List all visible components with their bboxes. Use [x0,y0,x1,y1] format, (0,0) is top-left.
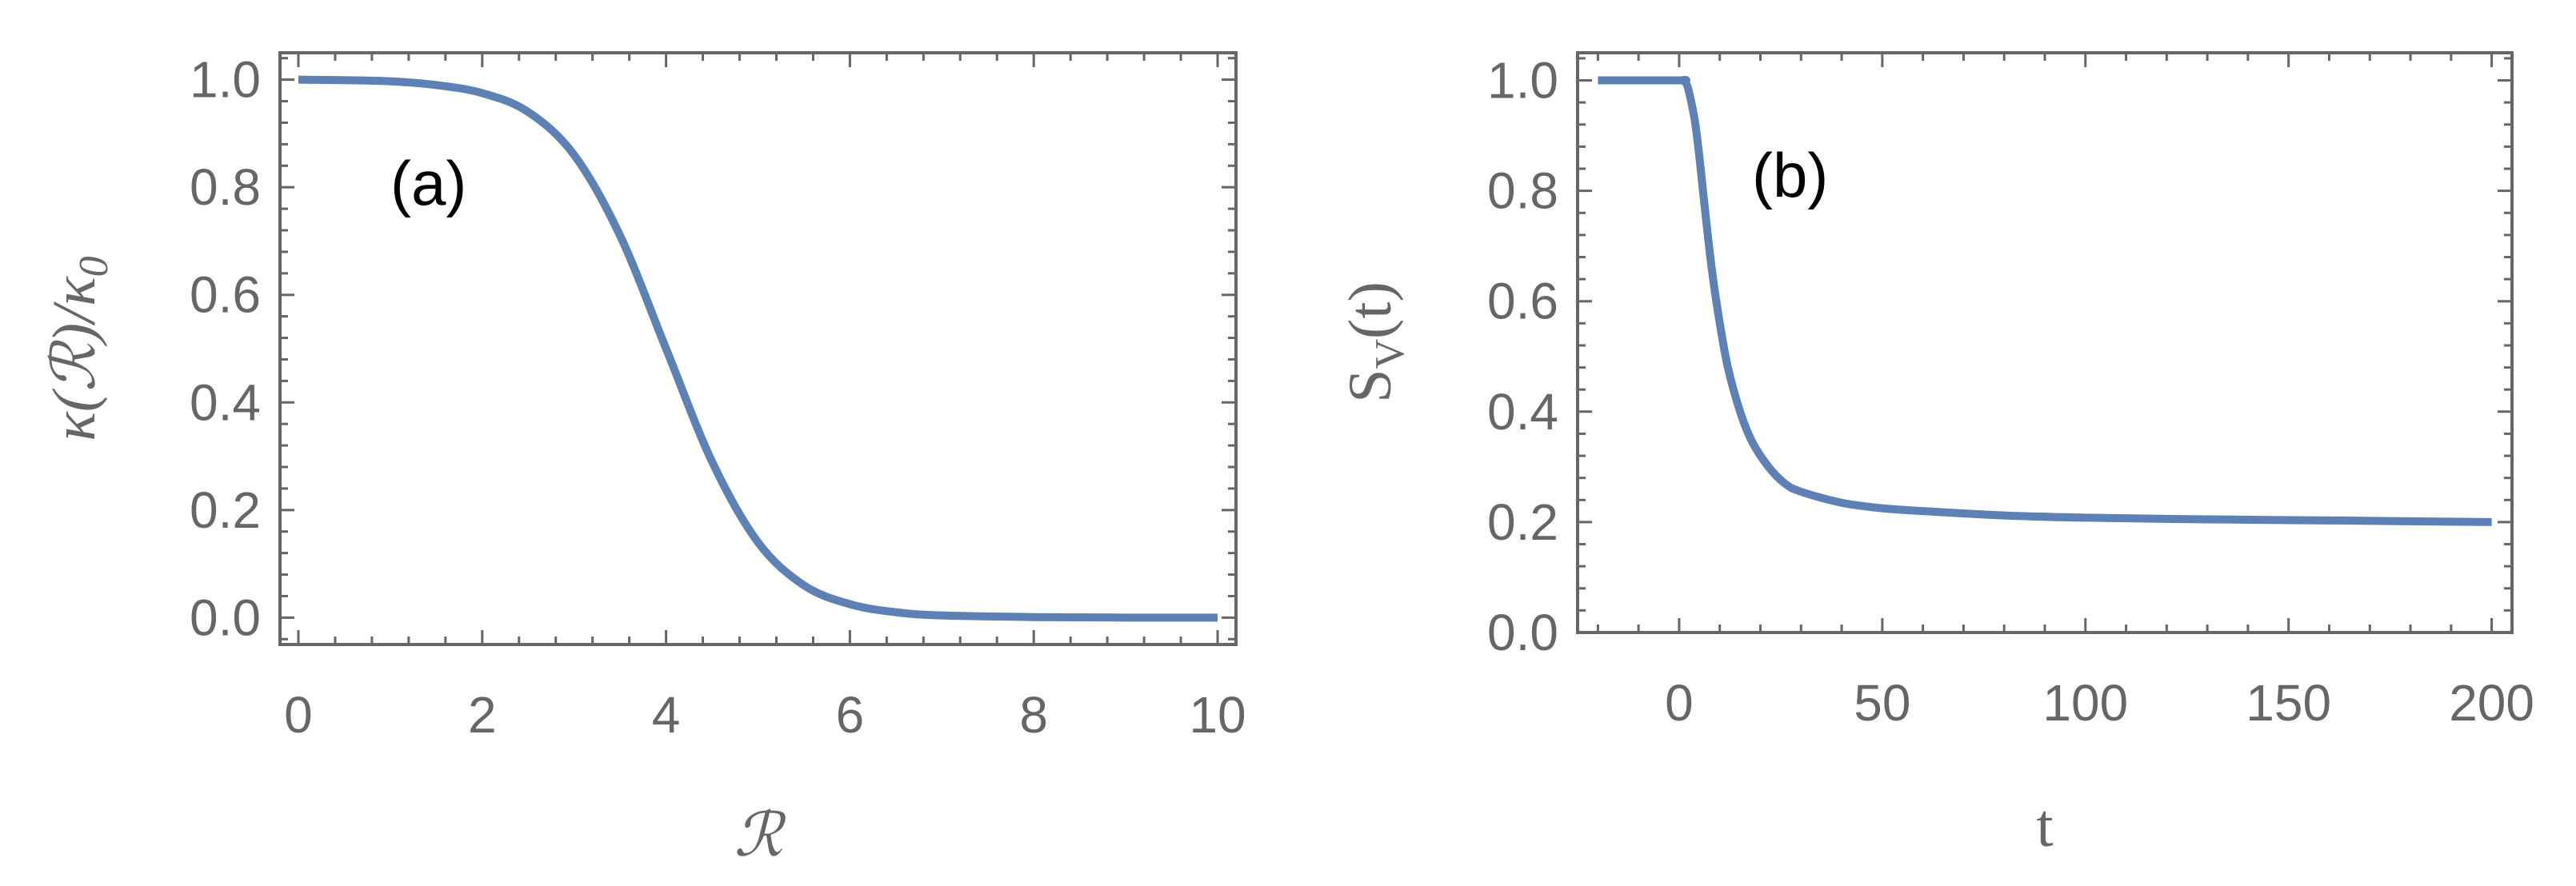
panel-a-label: (a) [390,148,466,218]
panel-b-ylabel: SV(t) [1337,281,1413,403]
x-tick-label: 6 [836,686,865,744]
panel-b-ticks [1578,53,2512,634]
x-tick-label: 0 [284,686,313,744]
y-tick-label: 0.6 [1487,273,1558,330]
y-tick-label: 1.0 [190,51,261,109]
panel-b-ylabel-post: (t) [1337,281,1404,339]
panel-b-series [1598,76,2492,526]
y-tick-label: 0.8 [1487,162,1558,220]
x-tick-label: 50 [1854,674,1910,732]
panel-a-frame [278,51,1238,646]
y-tick-label: 0.0 [1487,604,1558,661]
y-tick-label: 0.2 [1487,493,1558,551]
panel-b-frame [1576,51,2514,634]
x-tick-label: 0 [1665,674,1694,732]
panel-a-ylabel: κ(ℛ)/κ0 [41,256,117,441]
series-line [1598,76,2492,526]
panel-a-ylabel-sub: 0 [71,256,117,277]
x-tick-label: 8 [1019,686,1048,744]
panel-a-ticks [280,53,1236,645]
y-tick-label: 0.4 [1487,383,1558,441]
panel-b: 0 50 100 150 200 0.0 0.2 0.4 0.6 0.8 1.0 (b) t SV(… [1337,51,2534,860]
panel-b-label: (b) [1752,140,1828,210]
panel-a-xlabel: ℛ [734,802,787,869]
panel-b-ylabel-main: S [1337,369,1404,403]
x-tick-label: 200 [2449,674,2534,732]
panel-a-ticklabels: 0 2 4 6 8 10 0.0 0.2 0.4 0.6 0.8 1.0 [190,51,1246,744]
series-line [298,75,1218,622]
x-tick-label: 10 [1189,686,1246,744]
panel-a-series [298,75,1218,622]
x-tick-label: 100 [2042,674,2128,732]
panel-b-ticklabels: 0 50 100 150 200 0.0 0.2 0.4 0.6 0.8 1.0 [1487,52,2534,732]
y-tick-label: 0.2 [190,481,261,539]
x-tick-label: 150 [2246,674,2331,732]
y-tick-label: 1.0 [1487,52,1558,110]
y-tick-label: 0.8 [190,158,261,216]
x-tick-label: 2 [468,686,497,744]
y-tick-label: 0.0 [190,589,261,646]
panel-b-ylabel-sub: V [1367,339,1413,369]
panel-b-xlabel: t [2036,792,2053,860]
x-tick-label: 4 [652,686,681,744]
y-tick-label: 0.4 [190,373,261,431]
y-tick-label: 0.6 [190,266,261,324]
panel-a-ylabel-main: κ(ℛ)/κ [41,276,108,441]
panel-a: 0 2 4 6 8 100.00.20.40.60.81.0 (a) ℛ κ(ℛ)/κ0 [41,51,1246,869]
